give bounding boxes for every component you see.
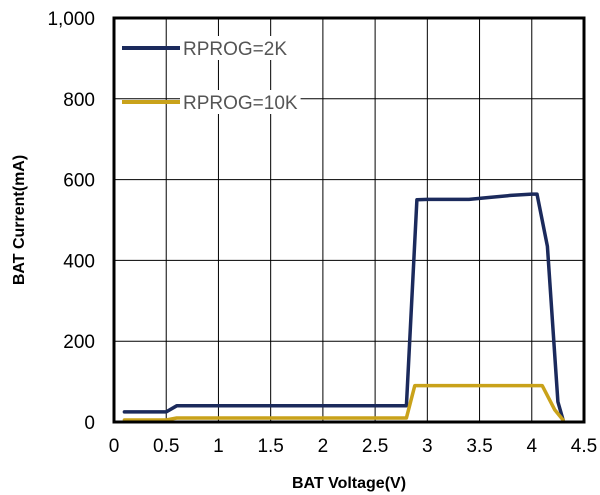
x-tick-label: 1	[213, 436, 224, 457]
y-tick-label: 1,000	[47, 9, 95, 30]
x-axis-title: BAT Voltage(V)	[292, 475, 406, 492]
plot-frame	[112, 16, 586, 424]
legend: RPROG=2K RPROG=10K	[122, 36, 301, 114]
x-tick-label: 1.5	[257, 436, 283, 457]
y-axis-ticks: 0 200 400 600 800 1,000	[47, 9, 95, 434]
x-tick-label: 3.5	[466, 436, 492, 457]
legend-background-0	[180, 36, 291, 60]
y-tick-label: 800	[63, 90, 95, 111]
y-tick-label: 600	[63, 171, 95, 192]
legend-background-1	[180, 90, 301, 114]
x-tick-label: 4.5	[571, 436, 597, 457]
x-tick-label: 2.5	[362, 436, 388, 457]
series-line-rprog-10k	[122, 383, 565, 422]
legend-label-rprog-10k: RPROG=10K	[183, 93, 298, 114]
x-tick-label: 4	[526, 436, 537, 457]
x-tick-label: 0.5	[153, 436, 179, 457]
x-tick-label: 0	[109, 436, 120, 457]
grid	[114, 18, 584, 422]
series-lines	[122, 192, 565, 422]
x-tick-label: 3	[422, 436, 433, 457]
y-tick-label: 200	[63, 332, 95, 353]
y-axis-title: BAT Current(mA)	[11, 155, 28, 285]
x-axis-ticks: 0 0.5 1 1.5 2 2.5 3 3.5 4 4.5	[109, 436, 598, 457]
y-tick-label: 0	[84, 413, 95, 434]
x-tick-label: 2	[318, 436, 329, 457]
y-tick-label: 400	[63, 251, 95, 272]
series-line-rprog-2k	[122, 192, 565, 422]
legend-label-rprog-2k: RPROG=2K	[183, 39, 287, 60]
